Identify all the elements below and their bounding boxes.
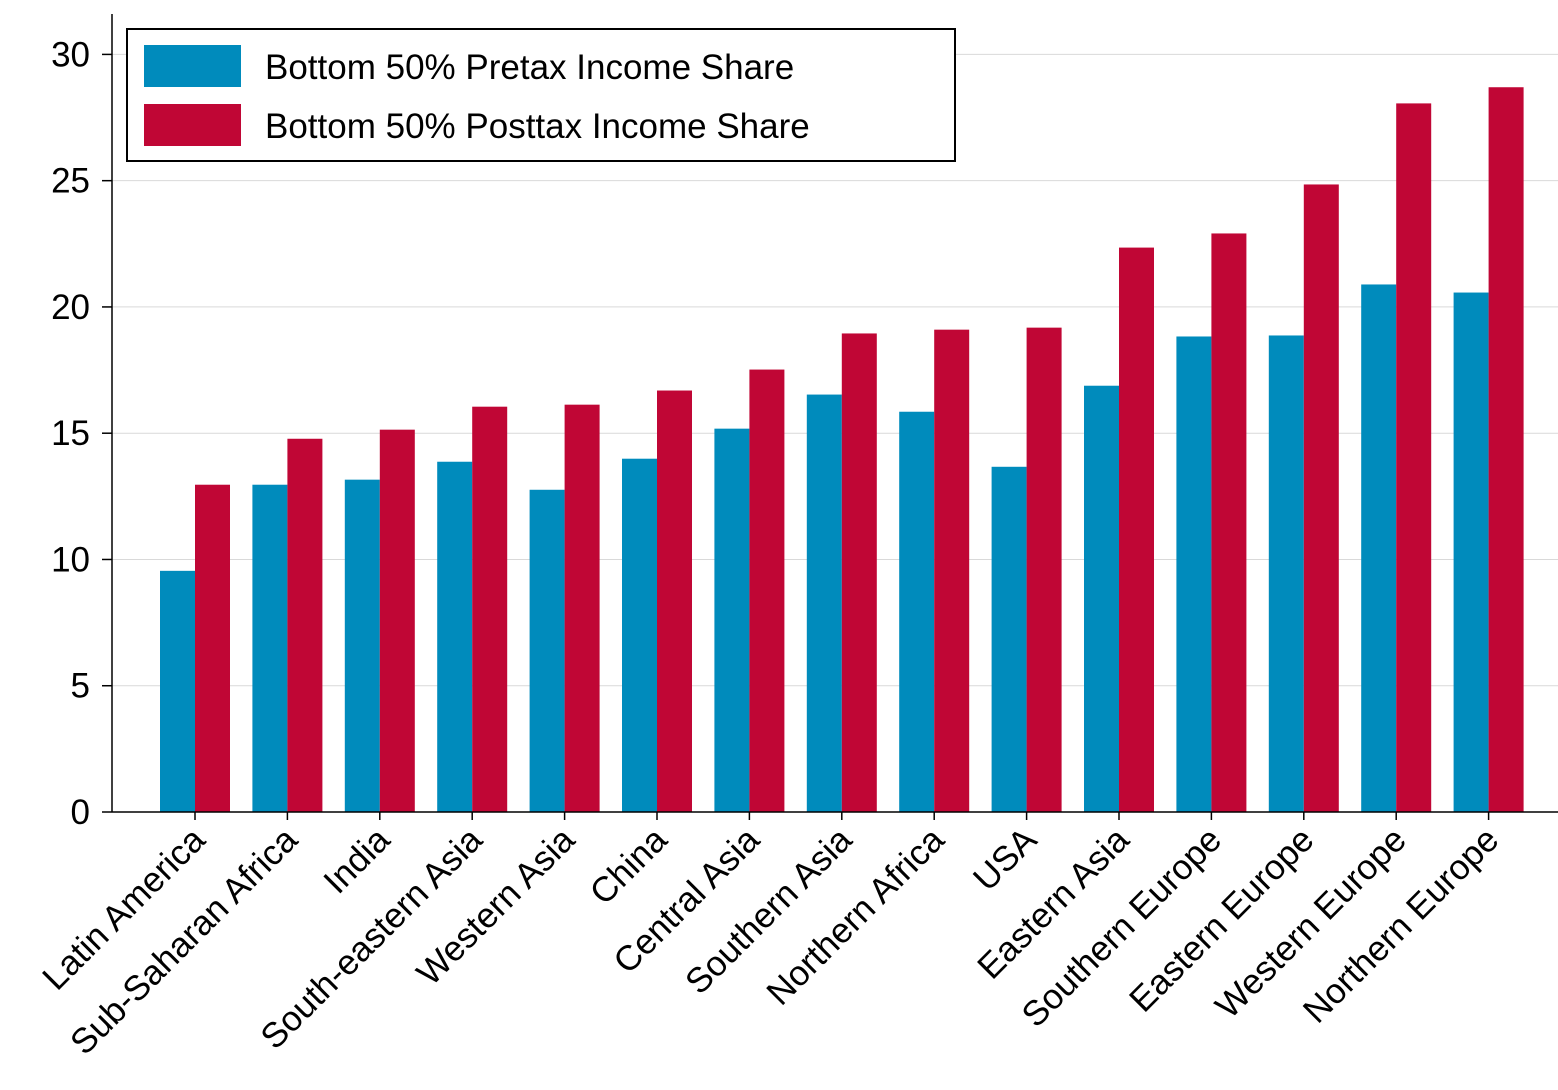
legend-swatch [144, 45, 241, 87]
bar [622, 458, 657, 812]
x-tick-label: USA [966, 820, 1045, 899]
bar [1026, 327, 1062, 812]
legend-label: Bottom 50% Posttax Income Share [265, 107, 810, 146]
legend: Bottom 50% Pretax Income Share Bottom 50%… [126, 28, 956, 162]
y-tick-label: 15 [51, 414, 90, 453]
bar [437, 461, 473, 812]
y-tick-label: 10 [51, 540, 90, 579]
bar [1488, 87, 1524, 812]
bar [714, 428, 750, 812]
bar [379, 429, 415, 812]
bar [1084, 385, 1119, 812]
bar [252, 484, 288, 812]
y-tick-label: 5 [71, 667, 90, 706]
bar [1303, 184, 1339, 812]
y-tick-label: 20 [51, 288, 90, 327]
bar [1453, 292, 1489, 812]
y-tick-label: 25 [51, 162, 90, 201]
bar [899, 411, 935, 812]
y-tick-label: 30 [51, 35, 90, 74]
bar [657, 390, 692, 812]
bar [934, 329, 970, 812]
bar [1211, 233, 1247, 812]
bar [841, 333, 877, 812]
bar [991, 466, 1027, 812]
bar [195, 484, 230, 812]
x-tick-label: Latin America [35, 820, 213, 998]
bar [1176, 336, 1212, 812]
bar [1268, 335, 1304, 812]
bar [564, 404, 600, 812]
legend-label: Bottom 50% Pretax Income Share [265, 48, 794, 87]
bar [160, 570, 195, 812]
legend-box [126, 28, 956, 162]
y-tick-label: 0 [71, 793, 90, 832]
bar [806, 394, 842, 812]
bar [749, 369, 785, 812]
bar [1119, 247, 1154, 812]
x-tick-label: India [316, 820, 398, 902]
bar [1361, 284, 1397, 812]
bar [1396, 103, 1432, 813]
bar [287, 438, 323, 812]
legend-swatch [144, 104, 241, 146]
bar [472, 406, 508, 812]
bar [344, 479, 380, 812]
bar [529, 489, 565, 812]
